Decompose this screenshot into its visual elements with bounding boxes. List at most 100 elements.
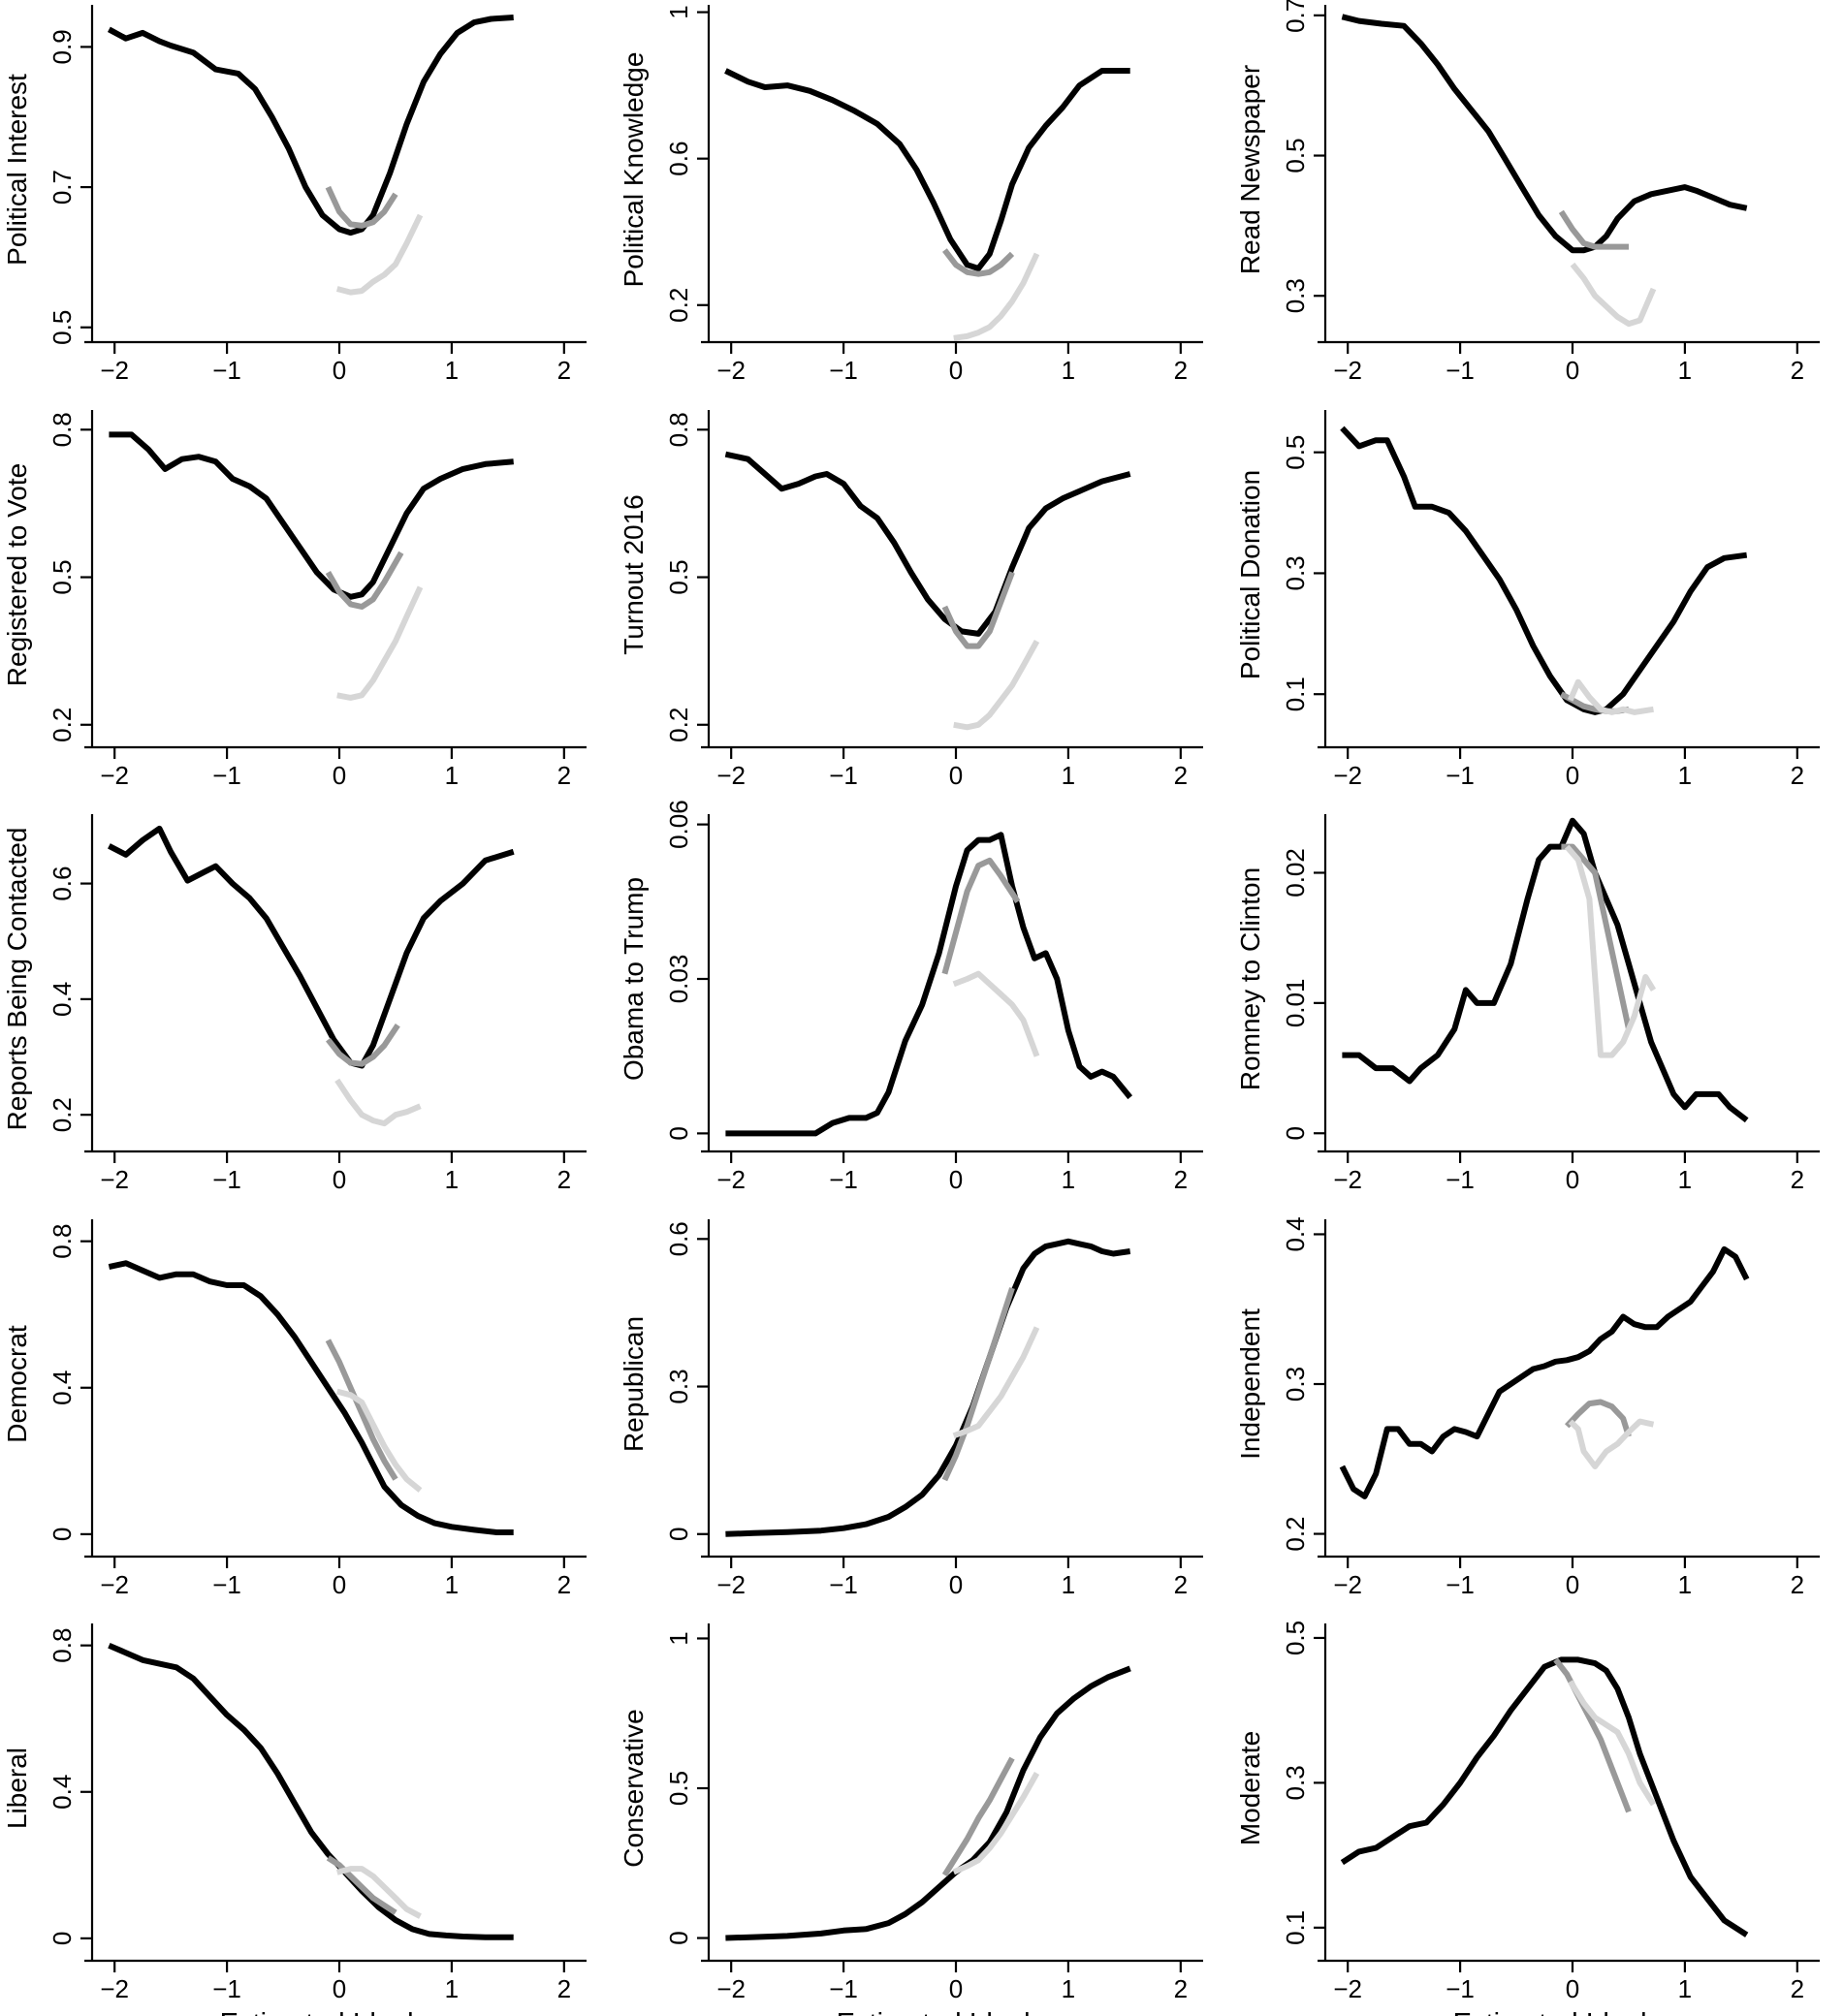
x-tick-label: −2 (1333, 1974, 1362, 2003)
x-tick-label: 1 (445, 356, 459, 385)
y-tick-label: 0.2 (1281, 1516, 1310, 1551)
series-line-light (952, 1772, 1040, 1875)
y-tick-label: 0.03 (664, 955, 693, 1004)
x-tick-label: 1 (1062, 1974, 1075, 2003)
y-tick-label: 0.2 (664, 708, 693, 742)
series-line-light (1564, 844, 1657, 1058)
y-tick-label: 0.7 (1281, 0, 1310, 33)
x-tick-label: −2 (716, 1974, 746, 2003)
series-line-light (1568, 1680, 1657, 1807)
x-tick-label: −1 (212, 1570, 241, 1599)
x-tick-label: 0 (333, 1570, 346, 1599)
series-line-light (335, 213, 424, 296)
chart-panel: −2 −1 0 1 2 0.2 0.3 0.4 Independent (1235, 1216, 1820, 1599)
x-tick-label: −2 (100, 1974, 129, 2003)
x-tick-label: 2 (1791, 761, 1804, 790)
y-tick-label: 0.5 (664, 559, 693, 594)
x-tick-label: 1 (1062, 761, 1075, 790)
series-line-light (334, 1078, 422, 1127)
series-line-light (1570, 262, 1657, 328)
y-tick-label: 0.06 (664, 800, 693, 849)
series-line-mid (1558, 209, 1629, 250)
chart-panel: −2 −1 0 1 2 0 0.03 0.06 Obama to Trump (619, 800, 1203, 1194)
x-tick-label: 2 (557, 1165, 571, 1194)
x-tick-label: 0 (949, 761, 963, 790)
y-axis-label: Liberal (2, 1748, 32, 1829)
y-tick-label: 0.8 (48, 1628, 77, 1663)
y-tick-label: 1 (664, 5, 693, 18)
y-axis-label: Obama to Trump (619, 877, 649, 1081)
x-tick-label: 2 (1791, 1974, 1804, 2003)
y-axis-label: Republican (619, 1316, 649, 1452)
chart-panel: −2 −1 0 1 2 0 0.01 0.02 Romney to Clinton (1235, 814, 1820, 1194)
axes (80, 1623, 587, 1972)
series-line-mid (942, 248, 1015, 277)
axes (80, 410, 587, 759)
series-line-light (952, 970, 1040, 1057)
series-line-light (335, 1866, 422, 1919)
y-tick-label: 0.4 (48, 982, 77, 1017)
y-axis-label: Democrat (2, 1325, 32, 1443)
x-tick-label: −1 (829, 1570, 858, 1599)
series-line-light (335, 1388, 423, 1493)
axes (1314, 1623, 1820, 1972)
y-tick-label: 0.5 (1281, 138, 1310, 173)
x-tick-label: 2 (557, 1974, 571, 2003)
x-tick-label: −1 (829, 1165, 858, 1194)
x-tick-label: −2 (716, 356, 746, 385)
x-tick-label: −2 (100, 356, 129, 385)
y-tick-label: 0.3 (1281, 1765, 1310, 1800)
x-tick-label: 1 (445, 1165, 459, 1194)
chart-panel: −2 −1 0 1 2 0.1 0.3 0.5 Political Donation (1235, 410, 1820, 790)
chart-panel: −2 −1 0 1 2 0.2 0.6 1 Political Knowledge (619, 5, 1203, 385)
y-tick-label: 0.6 (664, 1221, 693, 1256)
series-line-light (1567, 678, 1654, 715)
x-tick-label: 1 (1062, 1165, 1075, 1194)
y-axis-label: Registered to Vote (2, 463, 32, 686)
series-line-mid (941, 857, 1021, 975)
axes (80, 5, 587, 354)
axes (1314, 410, 1820, 759)
x-tick-label: 2 (1174, 1570, 1188, 1599)
axes (697, 1623, 1203, 1972)
x-tick-label: 0 (333, 356, 346, 385)
y-tick-label: 0.8 (48, 1224, 77, 1259)
axes (1314, 814, 1820, 1163)
chart-panel: −2 −1 0 1 2 0 0.5 1 Conservative Estimated Ideolo… (619, 1623, 1203, 2016)
y-tick-label: 0 (664, 1931, 693, 1944)
series-line-mid (325, 1339, 398, 1481)
x-tick-label: −1 (1446, 1974, 1475, 2003)
x-tick-label: 1 (1678, 1974, 1692, 2003)
x-tick-label: −2 (1333, 356, 1362, 385)
series-line-light (1568, 1418, 1655, 1469)
x-tick-label: 2 (1174, 1974, 1188, 2003)
chart-panel: −2 −1 0 1 2 0 0.4 0.8 Liberal Estimated Ideology (2, 1623, 587, 2016)
x-tick-label: 0 (949, 1974, 963, 2003)
x-tick-label: 2 (1174, 1165, 1188, 1194)
x-tick-label: 1 (1678, 356, 1692, 385)
x-tick-label: 1 (445, 1974, 459, 2003)
y-tick-label: 0.2 (48, 1097, 77, 1132)
y-axis-label: Conservative (619, 1709, 649, 1867)
y-tick-label: 0.3 (1281, 555, 1310, 590)
x-tick-label: −1 (829, 356, 858, 385)
axes (80, 1219, 587, 1568)
x-tick-label: −2 (100, 1570, 129, 1599)
series-line-mid (1553, 1657, 1632, 1813)
y-tick-label: 0.3 (1281, 1367, 1310, 1402)
y-tick-label: 0.9 (48, 29, 77, 64)
y-tick-label: 0.4 (48, 1775, 77, 1810)
x-tick-label: −2 (1333, 1165, 1362, 1194)
series-line-light (953, 640, 1040, 731)
y-tick-label: 0.3 (1281, 278, 1310, 313)
axes (80, 814, 587, 1163)
x-tick-label: 1 (1678, 761, 1692, 790)
y-tick-label: 0.4 (1281, 1216, 1310, 1251)
x-tick-label: 0 (949, 356, 963, 385)
series-line-full (725, 832, 1133, 1137)
y-tick-label: 0 (48, 1932, 77, 1945)
x-tick-label: 0 (1566, 356, 1579, 385)
y-tick-label: 0.1 (1281, 677, 1310, 711)
x-tick-label: −1 (829, 1974, 858, 2003)
